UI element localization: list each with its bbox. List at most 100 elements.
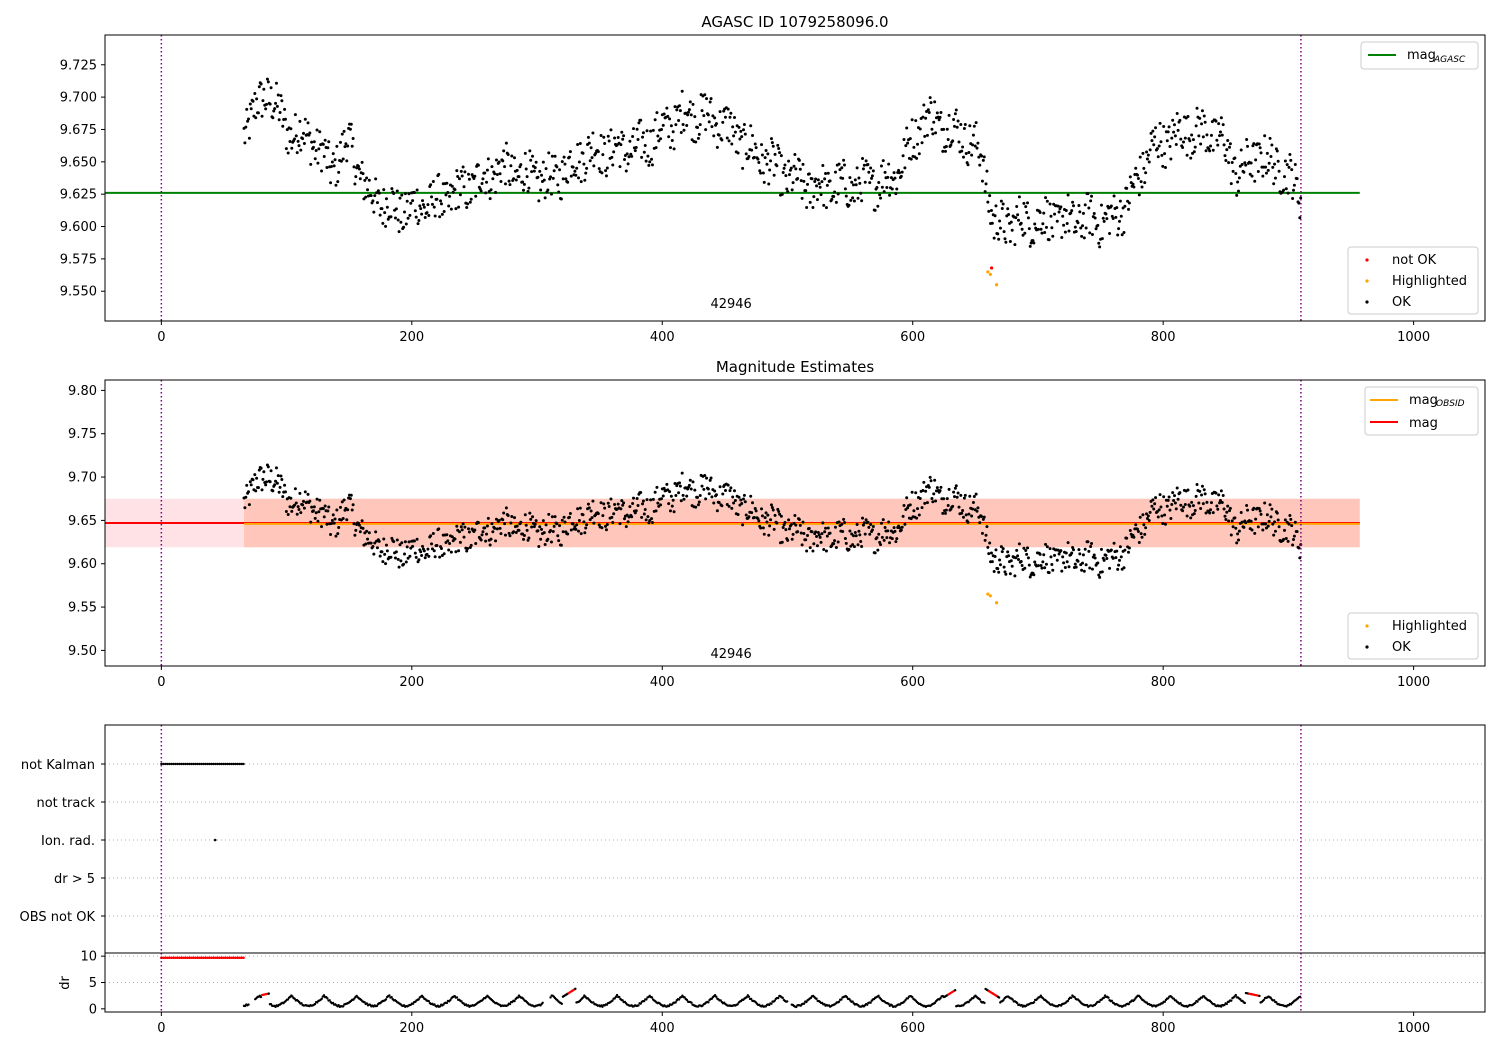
ok-point bbox=[390, 187, 394, 191]
ok-point bbox=[624, 169, 628, 173]
dr-point bbox=[777, 996, 780, 1000]
ok-point bbox=[1185, 153, 1189, 157]
dr-point bbox=[773, 999, 777, 1002]
ok-point bbox=[499, 532, 503, 536]
ok-point bbox=[805, 549, 809, 553]
ok-point bbox=[659, 497, 663, 501]
ok-point bbox=[1283, 518, 1287, 522]
ok-point bbox=[715, 509, 719, 513]
ok-point bbox=[926, 108, 930, 112]
ok-point bbox=[1227, 145, 1231, 149]
ok-point bbox=[781, 171, 785, 175]
ok-point bbox=[522, 534, 526, 538]
ok-point bbox=[923, 134, 927, 138]
legend-marker-not-ok bbox=[1365, 258, 1369, 262]
ok-point bbox=[732, 501, 736, 505]
ok-point bbox=[790, 188, 794, 192]
ok-point bbox=[1175, 486, 1179, 490]
agasc-legend-lower: not OK Highlighted OK bbox=[1347, 246, 1479, 315]
ok-point bbox=[942, 127, 946, 131]
dr-high-point bbox=[214, 956, 217, 960]
flag-label-not-kalman: not Kalman bbox=[21, 758, 95, 773]
ok-point bbox=[389, 215, 393, 219]
ok-point bbox=[408, 213, 412, 217]
ok-point bbox=[1261, 528, 1265, 532]
ok-point bbox=[981, 517, 985, 521]
ok-point bbox=[1064, 208, 1068, 212]
ok-point bbox=[1203, 120, 1207, 124]
ok-point bbox=[1219, 489, 1223, 493]
y-tick-label: 9.650 bbox=[60, 155, 97, 170]
ok-point bbox=[1118, 199, 1122, 203]
ok-point bbox=[830, 197, 834, 201]
ok-point bbox=[340, 132, 344, 136]
ok-point bbox=[883, 170, 887, 174]
y-tick-label: 10 bbox=[80, 950, 97, 965]
ok-point bbox=[485, 180, 489, 184]
ok-point bbox=[1218, 130, 1222, 134]
legend-mag-obsid-subscript: OBSID bbox=[1436, 399, 1465, 409]
ok-point bbox=[986, 545, 990, 549]
ok-point bbox=[533, 522, 537, 526]
dr-point bbox=[322, 994, 326, 997]
ok-point bbox=[841, 176, 845, 180]
ok-point bbox=[655, 111, 659, 115]
ok-point bbox=[369, 194, 373, 198]
ok-point bbox=[460, 174, 464, 178]
ok-point bbox=[1194, 124, 1198, 128]
agasc-magnitude-panel: AGASC ID 1079258096.0 42946 0 200 400 600 80… bbox=[60, 13, 1486, 345]
ok-point bbox=[346, 508, 350, 512]
agasc-plot-frame bbox=[104, 34, 1486, 322]
ok-point bbox=[432, 549, 436, 553]
ok-point bbox=[870, 174, 874, 178]
legend-highlighted-2: Highlighted bbox=[1392, 619, 1467, 634]
ok-point bbox=[1161, 521, 1165, 525]
ok-point bbox=[625, 513, 629, 517]
dr-point bbox=[837, 1000, 841, 1003]
dr-high-point bbox=[220, 956, 223, 960]
ok-point bbox=[946, 503, 950, 507]
ok-point bbox=[787, 173, 791, 177]
ok-point bbox=[1008, 240, 1012, 244]
ok-point bbox=[783, 521, 787, 525]
ok-point bbox=[491, 177, 495, 181]
ok-point bbox=[883, 525, 887, 529]
ok-point bbox=[644, 159, 648, 163]
ok-point bbox=[1036, 564, 1040, 568]
ok-point bbox=[1036, 227, 1040, 231]
ok-point bbox=[1088, 231, 1092, 235]
ok-point bbox=[1218, 501, 1222, 505]
ok-point bbox=[697, 500, 701, 504]
ok-point bbox=[641, 131, 645, 135]
ok-point bbox=[897, 526, 901, 530]
ok-point bbox=[764, 149, 768, 153]
ok-point bbox=[1172, 494, 1176, 498]
ok-point bbox=[879, 521, 883, 525]
ok-point bbox=[992, 236, 996, 240]
dr-point bbox=[1085, 1003, 1089, 1007]
ok-point bbox=[1039, 227, 1043, 231]
ok-point bbox=[292, 137, 296, 141]
ok-point bbox=[971, 133, 975, 137]
ok-point bbox=[668, 490, 672, 494]
ok-point bbox=[1069, 211, 1073, 215]
ok-point bbox=[1174, 507, 1178, 511]
ok-point bbox=[1209, 144, 1213, 148]
dr-point bbox=[614, 995, 618, 999]
ok-point bbox=[578, 506, 582, 510]
dr-point bbox=[417, 998, 420, 1001]
ok-point bbox=[632, 127, 636, 131]
ok-point bbox=[1273, 176, 1277, 180]
ok-point bbox=[592, 164, 596, 168]
ok-point bbox=[717, 501, 721, 505]
ok-point bbox=[894, 192, 898, 196]
ok-point bbox=[819, 540, 823, 544]
ok-point bbox=[385, 205, 389, 209]
not-kalman-flag bbox=[198, 762, 201, 766]
ok-point bbox=[1073, 562, 1077, 566]
ok-point bbox=[645, 129, 649, 133]
ok-point bbox=[318, 498, 322, 502]
ok-point bbox=[489, 537, 493, 541]
ok-point bbox=[1219, 116, 1223, 120]
ok-point bbox=[399, 559, 403, 563]
